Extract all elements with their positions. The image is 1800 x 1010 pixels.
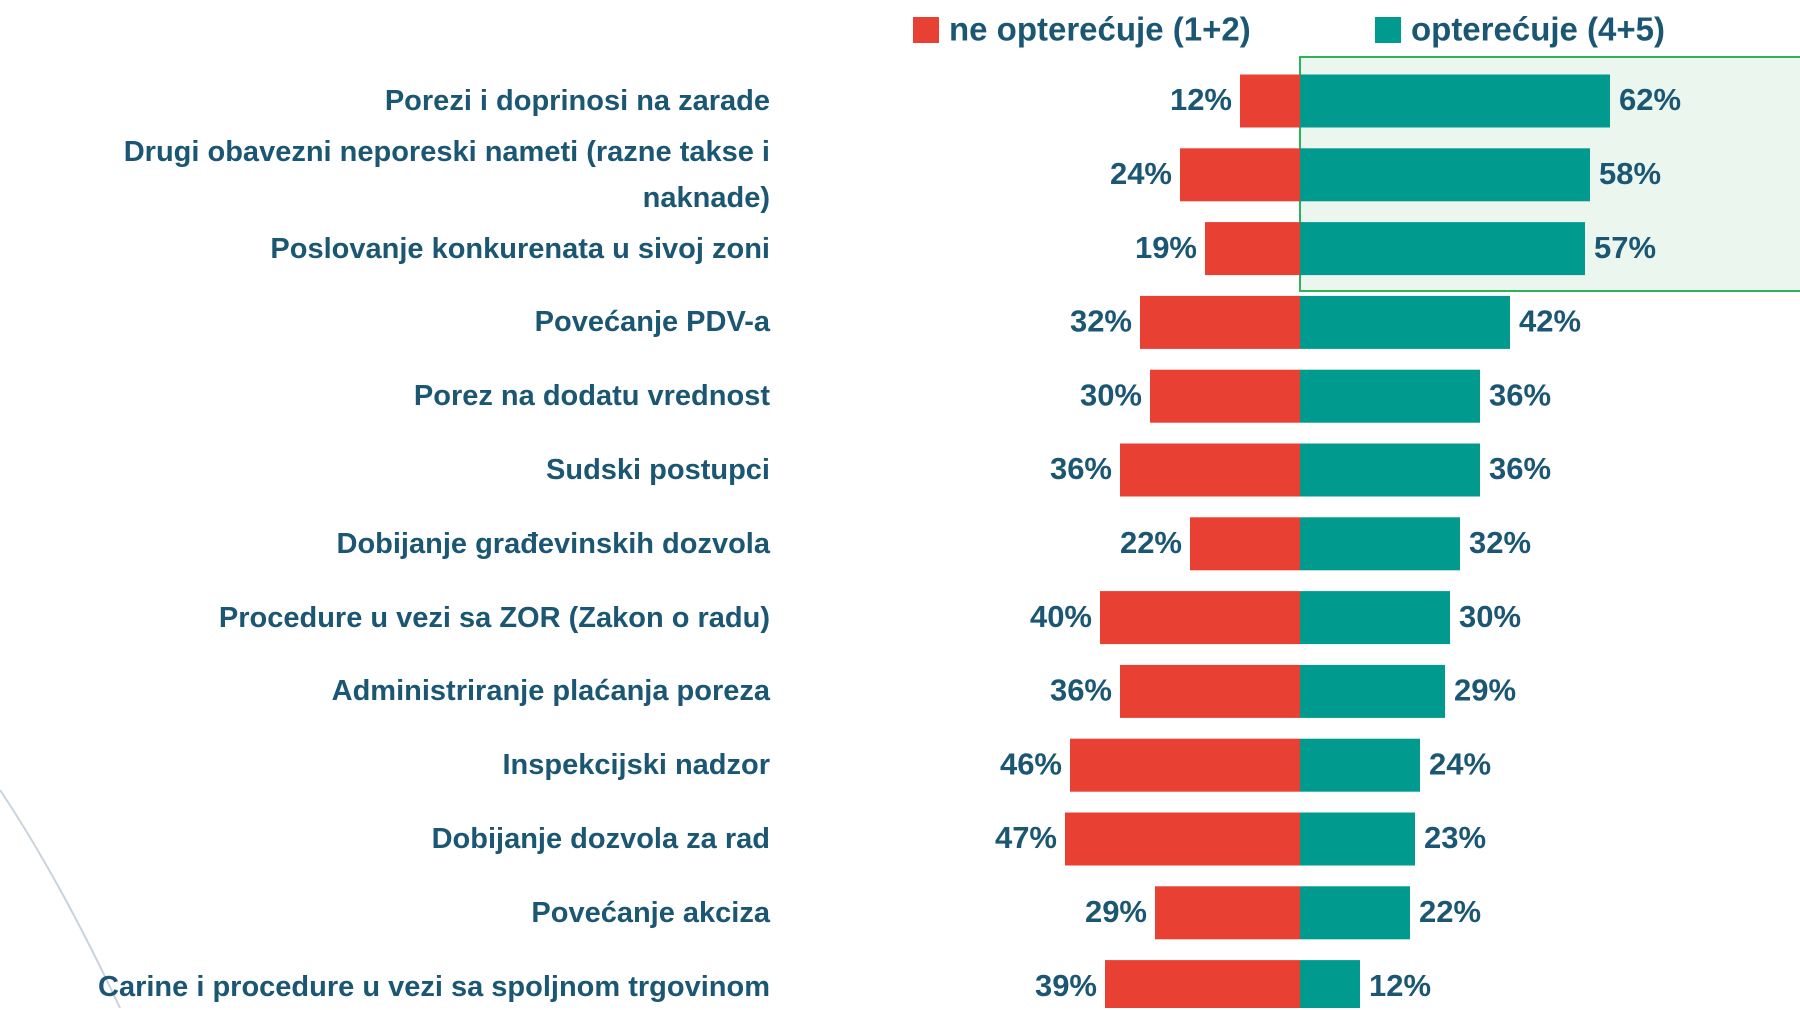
category-label: Poslovanje konkurenata u sivoj zoni [270,232,770,265]
value-label: 36% [1489,377,1551,412]
bar [1105,960,1300,1008]
bar [1100,591,1300,645]
bar [1300,960,1360,1008]
category-label: Procedure u vezi sa ZOR (Zakon o radu) [218,601,770,634]
bar [1140,295,1300,349]
category-label: Porezi i doprinosi na zarade [384,85,770,117]
value-label: 62% [1619,82,1681,117]
value-label: 40% [1030,599,1092,634]
category-label: Povećanje PDV-a [534,306,770,339]
value-label: 19% [1135,230,1197,265]
category-label: Dobijanje građevinskih dozvola [336,527,771,560]
bar [1150,369,1300,423]
category-label: Carine i procedure u vezi sa spoljnom tr… [98,970,770,1003]
bar [1070,738,1300,792]
category-label: Povećanje akciza [531,896,770,929]
legend-label: opterećuje (4+5) [1411,11,1665,48]
value-label: 36% [1050,673,1112,708]
decoration-arc [0,789,121,1008]
category-label: Sudski postupci [546,454,770,486]
value-label: 32% [1469,525,1531,560]
value-label: 42% [1519,304,1581,339]
value-label: 47% [995,820,1057,855]
legend-label: ne opterećuje (1+2) [949,11,1251,48]
bar [1300,222,1585,276]
value-label: 12% [1170,82,1232,117]
value-label: 24% [1110,156,1172,191]
bar [1300,591,1450,645]
value-label: 57% [1594,230,1656,265]
bar [1300,738,1420,792]
value-label: 36% [1489,451,1551,486]
value-label: 29% [1454,673,1516,708]
bar [1300,295,1510,349]
bar [1300,517,1460,571]
value-label: 30% [1080,377,1142,412]
category-label: Drugi obavezni neporeski nameti (razne t… [123,135,770,214]
value-label: 23% [1424,820,1486,855]
value-label: 58% [1599,156,1661,191]
bar [1180,148,1300,202]
bar [1065,812,1300,866]
bar [1190,517,1300,571]
bar [1300,148,1590,202]
bar [1205,222,1300,276]
value-label: 22% [1419,894,1481,929]
legend-swatch [913,17,939,43]
legend-swatch [1375,17,1401,43]
bar [1155,886,1300,940]
category-label: Porez na dodatu vrednost [413,380,770,413]
category-label: Inspekcijski nadzor [502,749,770,782]
value-label: 36% [1050,451,1112,486]
bar [1240,74,1300,128]
bar [1120,664,1300,718]
bar [1300,812,1415,866]
bar [1120,443,1300,497]
bar [1300,443,1480,497]
bar [1300,369,1480,423]
value-label: 12% [1369,968,1431,1003]
value-label: 39% [1035,968,1097,1003]
bar [1300,664,1445,718]
value-label: 29% [1085,894,1147,929]
bar [1300,886,1410,940]
bar [1300,74,1610,128]
value-label: 22% [1120,525,1182,560]
value-label: 32% [1070,304,1132,339]
value-label: 30% [1459,599,1521,634]
category-label: Administriranje plaćanja poreza [331,675,770,708]
value-label: 46% [1000,746,1062,781]
value-label: 24% [1429,746,1491,781]
category-label: Dobijanje dozvola za rad [431,823,770,855]
